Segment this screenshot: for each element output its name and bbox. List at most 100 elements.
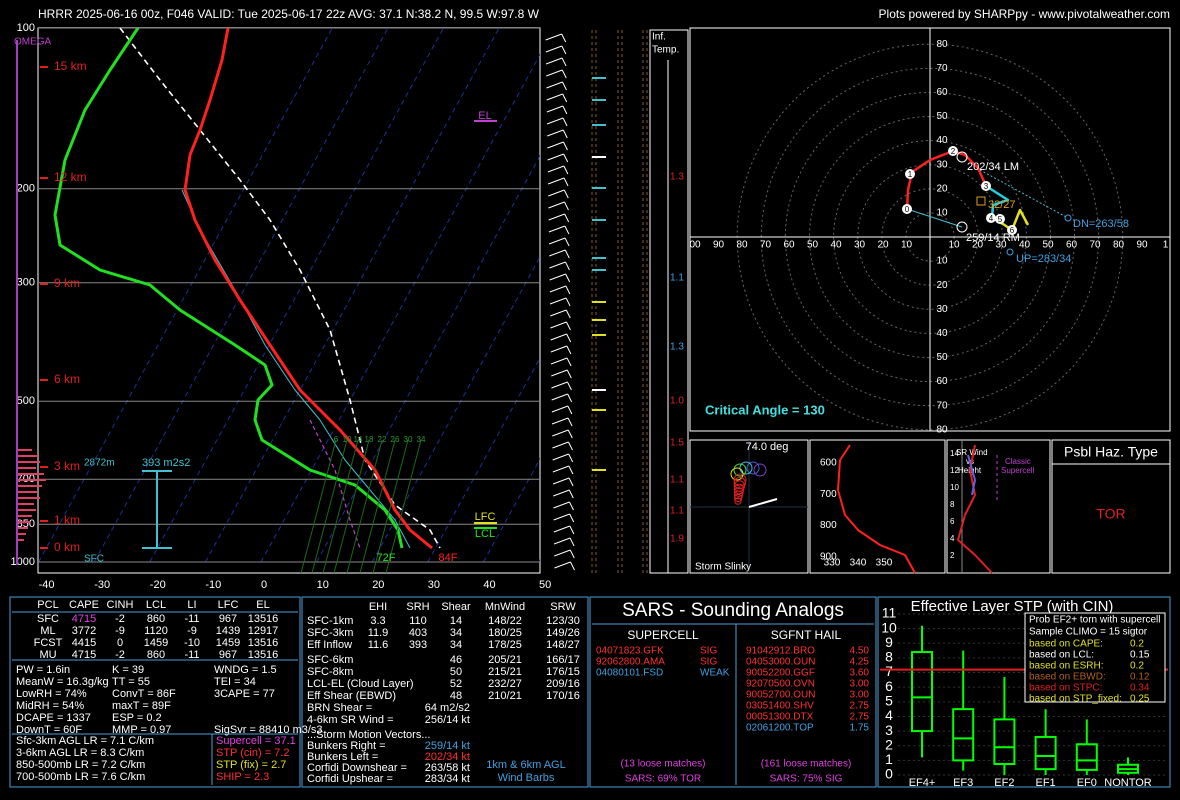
- wind-barb: [548, 237, 566, 245]
- panel-frame: [301, 596, 589, 788]
- analog: 91042912.BRO: [746, 646, 815, 657]
- isotherm: [38, 28, 333, 563]
- wind-barb: [562, 129, 568, 139]
- lcl-label: LCL: [475, 528, 495, 540]
- ring-label: 60: [936, 376, 948, 387]
- table-cell: 3772: [72, 625, 96, 637]
- theta-e-tick: 330: [824, 558, 841, 569]
- isotherm: [204, 28, 500, 563]
- wind-barb: [552, 429, 569, 437]
- sfc-label: SFC: [84, 554, 104, 565]
- wind-speed-label: 22: [378, 435, 387, 444]
- ring-label: 30: [936, 159, 948, 170]
- wind-barb: [566, 357, 572, 367]
- wind-barb: [548, 189, 565, 197]
- wind-barb: [553, 513, 570, 521]
- wind-barb: [565, 297, 571, 307]
- slinky-ring: [733, 473, 747, 487]
- theta-e-tick: 340: [850, 558, 867, 569]
- wind-barb: [561, 45, 567, 55]
- sr-note: Classic: [1005, 457, 1031, 466]
- wind-barb: [547, 165, 565, 173]
- ring-label: 10: [936, 256, 948, 267]
- ring-label: 80: [736, 240, 748, 251]
- slinky-ring: [733, 483, 745, 495]
- chart-title: Effective Layer STP (with CIN): [911, 598, 1114, 615]
- lapse-rate: 700-500mb LR = 7.6 C/km: [16, 771, 145, 783]
- km-marker: [948, 146, 958, 156]
- wind-barb: [561, 69, 567, 79]
- index-value: MeanW = 16.3g/kg: [16, 676, 109, 688]
- corfidi: [1006, 248, 1014, 256]
- analog-class: SIG: [700, 657, 717, 668]
- wind-barb: [549, 261, 566, 269]
- hazard-frame: [1051, 439, 1171, 574]
- wind-speed-label: 6: [334, 435, 339, 444]
- km-marker: [905, 169, 915, 179]
- x-tick-label: EF1: [1036, 777, 1056, 789]
- wind-barb: [554, 549, 571, 557]
- analog: 04080101.FSD: [596, 668, 663, 679]
- barb-note: Wind Barbs: [498, 772, 555, 784]
- temp-tick-label: -20: [150, 579, 166, 591]
- index-value: TT = 55: [112, 676, 150, 688]
- table-header: Shear: [441, 601, 471, 613]
- table-cell: 393: [409, 639, 427, 651]
- sars-subtitle: SUPERCELL: [627, 628, 699, 642]
- slinky-ring: [734, 490, 743, 500]
- storm-label: Corfidi Upshear =: [307, 773, 393, 785]
- lfc-label: LFC: [475, 511, 496, 523]
- wind-barb: [547, 129, 564, 137]
- wind-barb: [552, 453, 569, 461]
- inflow-value: 1.3: [670, 172, 684, 183]
- index-value: DCAPE = 1337: [16, 712, 91, 724]
- parcel-trace: [119, 28, 441, 549]
- temp-tick-label: -30: [94, 579, 110, 591]
- sars-matches: (161 loose matches): [761, 759, 852, 770]
- theta-e-frame: [809, 439, 946, 574]
- analog-class: WEAK: [700, 668, 730, 679]
- isotherm: [149, 28, 444, 563]
- sars-result: SARS: 75% SIG: [770, 774, 843, 785]
- pressure-tick-label: 100: [17, 22, 35, 34]
- wind-barb: [553, 525, 571, 533]
- wind-barb: [567, 429, 573, 439]
- wind-barb: [564, 249, 570, 259]
- wind-barb: [566, 369, 572, 379]
- wetbulb-trace: [181, 189, 411, 549]
- inflow-value: 1.0: [670, 396, 684, 407]
- wind-barb: [569, 549, 575, 559]
- wind-barb: [563, 153, 569, 163]
- y-tick-label: 3: [885, 722, 893, 738]
- ring-label: 60: [783, 240, 795, 251]
- km-marker: [1007, 225, 1017, 235]
- temp-tick-label: 10: [317, 579, 329, 591]
- wind-barb: [549, 285, 567, 293]
- box: [1075, 743, 1098, 771]
- table-header: LI: [187, 599, 196, 611]
- analog: 90052700.OUN: [746, 690, 816, 701]
- panel-frame: [589, 596, 877, 788]
- panel-frame: [9, 596, 301, 788]
- inflow-temp-frame: [649, 29, 689, 574]
- sars-matches: (13 loose matches): [620, 759, 705, 770]
- hazard-title: Psbl Haz. Type: [1064, 444, 1158, 460]
- wind-barb: [567, 405, 573, 415]
- rule: [906, 208, 963, 228]
- storm-value: 202/34 kt: [425, 751, 470, 763]
- legend-box: [1024, 612, 1166, 703]
- table-cell: 14: [450, 615, 462, 627]
- ring-label: 70: [936, 400, 948, 411]
- table-cell: 148/22: [488, 615, 522, 627]
- sr-height-label: 14: [950, 449, 959, 458]
- lapse-rate: Sfc-3km AGL LR = 7.1 C/km: [16, 735, 154, 747]
- table-cell: -2: [115, 613, 125, 625]
- analog: 04071823.GFK: [596, 646, 664, 657]
- panel-frame: [877, 596, 1171, 788]
- rule: [748, 498, 778, 508]
- sr-height-label: 2: [950, 551, 955, 560]
- slinky-ring: [753, 463, 767, 477]
- table-cell: 149/26: [546, 627, 580, 639]
- wind-barb: [546, 117, 564, 125]
